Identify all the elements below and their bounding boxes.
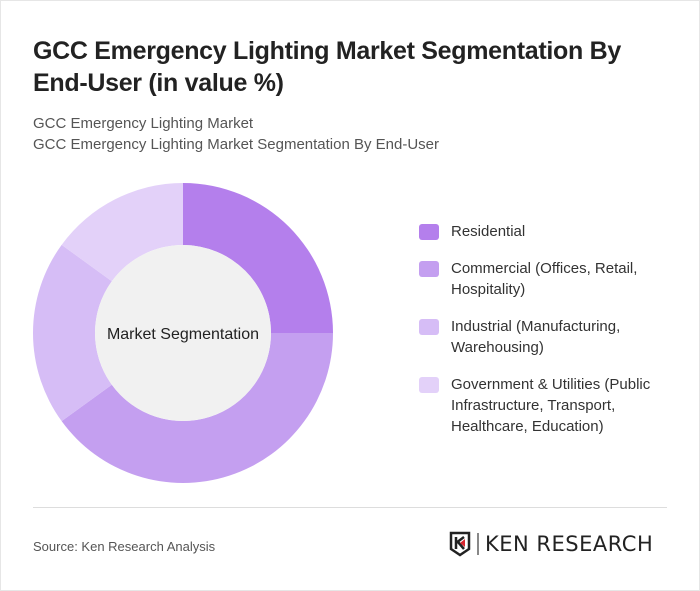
legend-label: Industrial (Manufacturing, Warehousing) [451,318,621,356]
donut-slice-3 [32,244,112,422]
chart-subtitle-2: GCC Emergency Lighting Market Segmentati… [33,136,440,153]
divider [33,507,667,508]
donut-slice-1 [183,183,333,333]
source-note: Source: Ken Research Analysis [33,539,216,554]
donut-chart: Market Segmentation [32,183,333,483]
legend-swatch [419,224,439,240]
legend-item: Industrial (Manufacturing, Warehousing) [419,316,689,358]
donut-slice-4 [61,183,184,282]
legend-swatch [419,319,439,335]
logo-separator [477,533,479,555]
legend-label: Government & Utilities (Public Infrastru… [451,376,651,435]
legend-swatch [419,377,439,393]
legend-item: Government & Utilities (Public Infrastru… [419,374,689,437]
ken-research-logo: KEN RESEARCH [449,531,653,557]
legend-item: Residential [419,221,689,242]
chart-title: GCC Emergency Lighting Market Segmentati… [33,37,621,97]
donut-center [95,245,271,421]
logo-text: KEN RESEARCH [485,532,654,556]
chart-subtitle-1: GCC Emergency Lighting Market [33,115,254,132]
ken-research-logo-icon [449,531,471,557]
legend-label: Residential [451,223,526,240]
center-label: Market Segmentation [107,326,259,343]
legend-label: Commercial (Offices, Retail, Hospitality… [451,260,638,298]
legend-swatch [419,261,439,277]
legend-item: Commercial (Offices, Retail, Hospitality… [419,258,689,300]
legend: Residential Commercial (Offices, Retail, … [419,221,689,453]
donut-slice-2 [61,333,333,483]
